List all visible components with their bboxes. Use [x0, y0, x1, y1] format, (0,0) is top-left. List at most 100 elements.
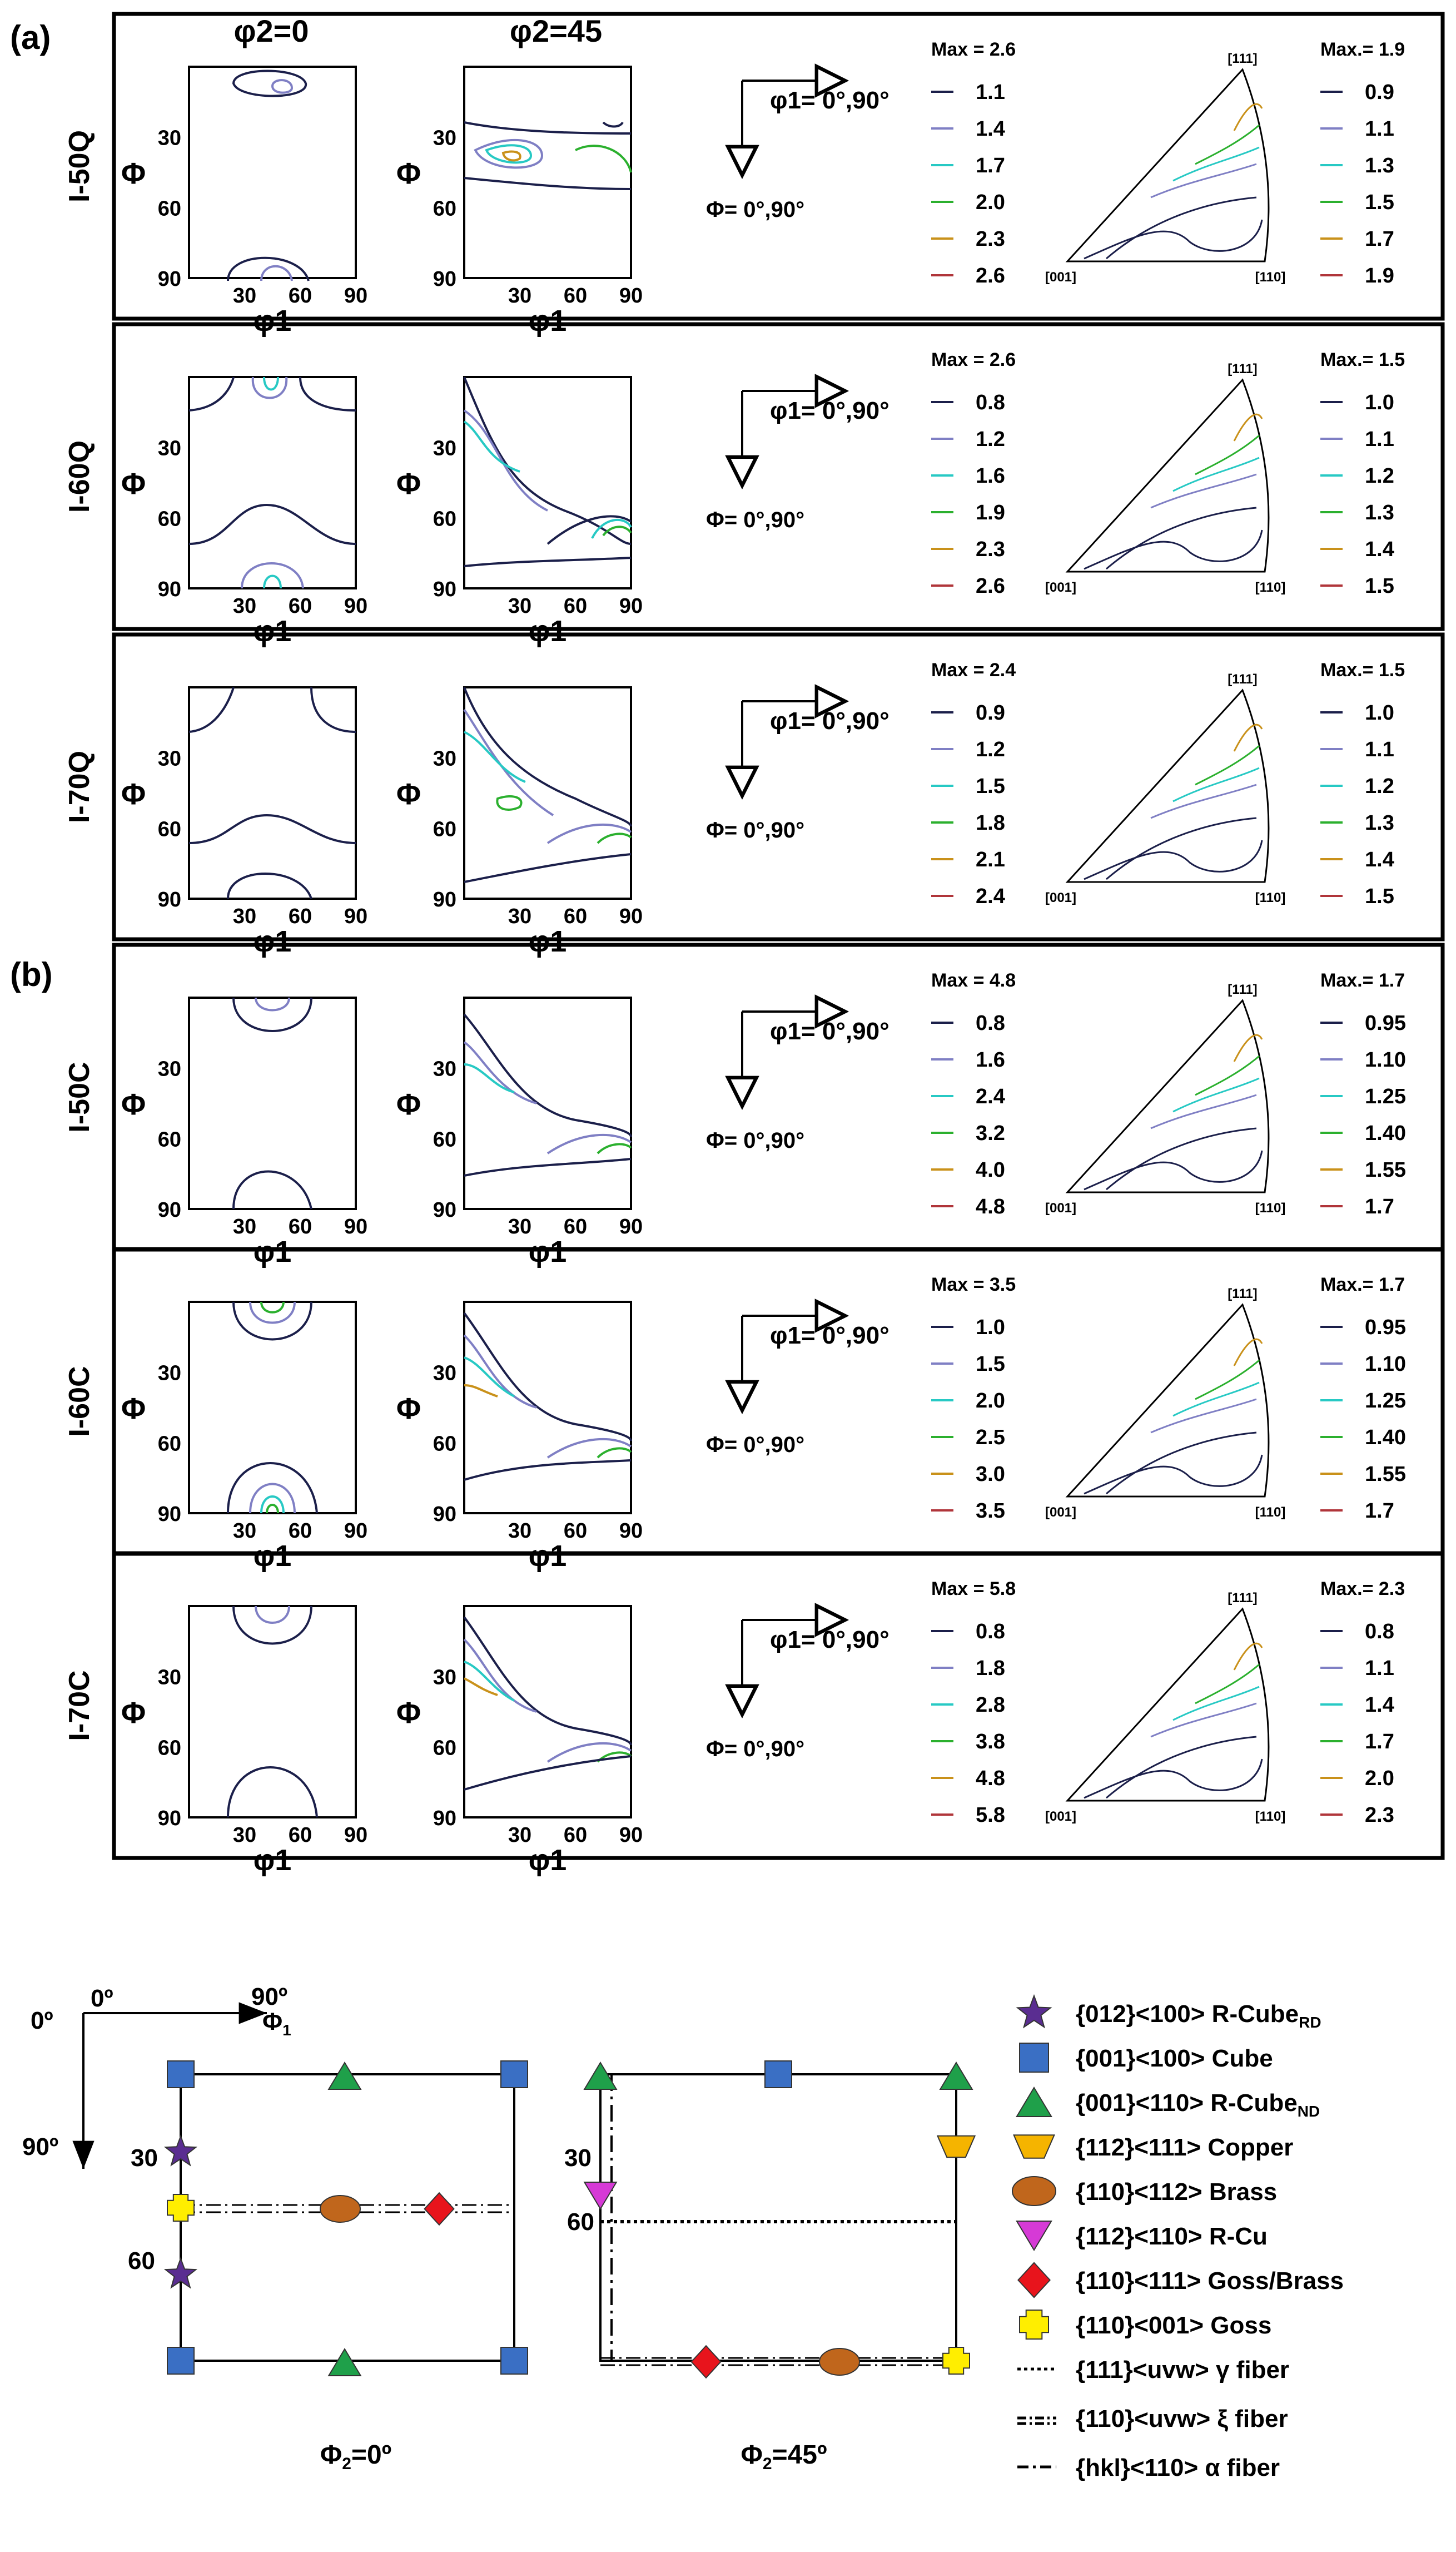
odf-contour — [249, 1301, 296, 1324]
legend-label: {012}<100> R-CubeRD — [1076, 2000, 1321, 2031]
x-tick-label: 60 — [289, 594, 312, 618]
ipf-corner-110: [110] — [1255, 890, 1286, 905]
legend-item: {001}<110> R-CubeND — [1016, 2087, 1320, 2120]
ipf-corner-001: [001] — [1045, 1201, 1076, 1216]
odf-contour — [260, 1495, 285, 1514]
ipf-triangle — [1065, 1607, 1270, 1802]
odf-section-left: 30 60 90 30 60 90 φ1 Φ — [121, 1301, 367, 1573]
ipf-legend-value: 1.25 — [1365, 1389, 1406, 1413]
ipf-legend-value: 1.7 — [1365, 227, 1394, 251]
arrow-label-phi1: φ1= 0°,90° — [770, 1626, 889, 1653]
x-tick-label: 90 — [619, 1519, 643, 1543]
legend-item: {111}<uvw> γ fiber — [1017, 2356, 1289, 2383]
key-marker-cross — [167, 2194, 195, 2222]
odf-contour — [463, 1041, 537, 1104]
legend-label: {110}<uvw> ξ fiber — [1076, 2405, 1288, 2432]
y-tick-label: 30 — [433, 1058, 456, 1081]
odf-plot-frame — [463, 376, 632, 589]
x-axis-label: φ1 — [254, 1844, 292, 1877]
x-axis-label: φ1 — [529, 1844, 567, 1877]
legend-label: {110}<112> Brass — [1076, 2178, 1277, 2206]
odf-legend-value: 3.8 — [976, 1730, 1005, 1753]
x-axis-label: φ1 — [254, 925, 292, 958]
x-axis-label: φ1 — [254, 304, 292, 338]
x-axis-label: φ1 — [254, 1235, 292, 1268]
y-tick-label: 60 — [158, 507, 181, 531]
odf-contour — [227, 873, 312, 899]
odf-contour — [501, 150, 521, 162]
odf-contour — [463, 409, 548, 512]
odf-legend-value: 0.8 — [976, 1620, 1005, 1643]
ipf-contour — [1195, 1663, 1260, 1704]
odf-contour — [464, 1755, 632, 1791]
odf-contour — [464, 1384, 498, 1398]
arrow-label-Phi: Φ= 0°,90° — [706, 1737, 804, 1761]
key-marker-cross — [942, 2347, 970, 2375]
odf-contour — [546, 1742, 632, 1763]
odf-legend-value: 2.4 — [976, 885, 1005, 908]
odf-plot-frame — [463, 997, 632, 1210]
x-tick-label: 90 — [344, 1823, 367, 1847]
odf-contour — [597, 1447, 632, 1459]
column-header-phi2-45: φ2=45 — [510, 13, 602, 48]
x-tick-label: 30 — [233, 1519, 256, 1543]
key-marker-square — [500, 2060, 528, 2088]
y-tick-label: 90 — [158, 888, 181, 911]
ipf-legend-value: 1.55 — [1365, 1158, 1406, 1182]
y-tick-label: 90 — [433, 1807, 456, 1830]
odf-legend-value: 1.6 — [976, 1048, 1005, 1072]
key-phi1-axis: Φ1 — [262, 2008, 291, 2039]
key-marker-square — [500, 2347, 528, 2375]
legend-item: {110}<111> Goss/Brass — [1017, 2262, 1344, 2298]
odf-contour — [260, 265, 293, 281]
ipf-contour — [1150, 1702, 1257, 1738]
ipf-legend-value: 1.3 — [1365, 154, 1394, 177]
odf-plot-frame — [463, 1301, 632, 1514]
y-tick-label: 90 — [433, 888, 456, 911]
legend-label: {hkl}<110> α fiber — [1076, 2454, 1280, 2481]
key-marker-triangle — [327, 2062, 362, 2090]
odf-contour — [188, 687, 356, 733]
odf-contour — [464, 177, 632, 190]
arrow-label-Phi: Φ= 0°,90° — [706, 197, 804, 222]
key-marker-square — [167, 2347, 195, 2375]
ipf-legend-value: 1.0 — [1365, 391, 1394, 414]
ipf-contour — [1084, 1454, 1263, 1495]
ipf-contour — [1150, 1398, 1257, 1434]
y-tick-label: 60 — [158, 197, 181, 220]
x-tick-label: 30 — [508, 905, 531, 928]
x-axis-label: φ1 — [529, 1539, 567, 1573]
arrow-label-phi1: φ1= 0°,90° — [770, 1322, 889, 1349]
arrow-label-Phi: Φ= 0°,90° — [706, 818, 804, 843]
row-label: I-60C — [63, 1366, 96, 1436]
odf-contour — [546, 823, 632, 844]
ipf-legend-value: 0.95 — [1365, 1012, 1406, 1035]
y-tick-label: 60 — [433, 197, 456, 220]
panel-row-i-50q: I-50Q 30 60 90 30 60 90 φ1 Φ 30 60 90 30 60 90 φ1 Φφ1= 0… — [63, 12, 1445, 338]
panel-label-a: (a) — [10, 19, 51, 56]
odf-legend-value: 2.6 — [976, 574, 1005, 598]
key-down-90: 90º — [22, 2133, 58, 2160]
odf-legend-value: 1.4 — [976, 117, 1005, 141]
y-tick-label: 60 — [433, 1128, 456, 1151]
odf-contour — [464, 853, 632, 883]
y-axis-label: Φ — [121, 1088, 146, 1121]
ipf-contour — [1150, 784, 1257, 819]
odf-contour — [463, 1013, 632, 1137]
legend-label: {111}<uvw> γ fiber — [1076, 2356, 1289, 2383]
legend-item: {hkl}<110> α fiber — [1017, 2454, 1280, 2481]
y-tick-label: 60 — [433, 817, 456, 841]
odf-contour — [463, 1638, 537, 1713]
ipf-contour — [1106, 507, 1257, 570]
ipf-legend-value: 1.5 — [1365, 574, 1394, 598]
odf-legend-value: 2.8 — [976, 1693, 1005, 1717]
odf-legend-value: 1.8 — [976, 811, 1005, 835]
x-tick-label: 60 — [289, 284, 312, 308]
odf-contour — [241, 562, 304, 589]
row-label: I-50Q — [63, 130, 96, 202]
ipf-contour — [1150, 473, 1257, 509]
key-marker-ellipse — [819, 2348, 860, 2376]
arrow-label-phi1: φ1= 0°,90° — [770, 87, 889, 114]
y-tick-label: 30 — [158, 127, 181, 150]
panel-row-i-70c: I-70C 30 60 90 30 60 90 φ1 Φ 30 60 90 30 60 90 φ1 Φφ1= 0… — [63, 1551, 1445, 1877]
